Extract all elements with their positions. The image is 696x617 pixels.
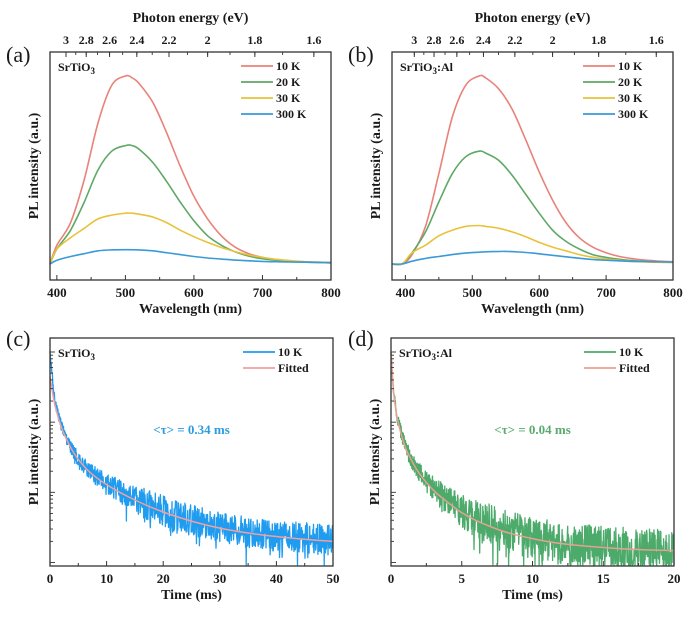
x-tick-label: 700 (253, 285, 273, 300)
top-tick-label: 3 (411, 33, 417, 47)
legend-label: 10 K (276, 59, 301, 73)
panel-letter: (b) (348, 42, 374, 67)
top-tick-label: 2.8 (79, 33, 94, 47)
sample-label: SrTiO3 (58, 60, 95, 76)
x-tick-label: 600 (184, 285, 204, 300)
series-fitted (390, 351, 675, 552)
x-tick-label: 40 (270, 571, 283, 586)
lifetime-annotation: <τ> = 0.04 ms (494, 422, 571, 437)
legend-label: 20 K (618, 75, 643, 89)
sample-label-main: SrTiO (400, 60, 432, 74)
top-tick-label: 1.6 (306, 33, 321, 47)
top-tick-label: 2.6 (449, 33, 464, 47)
top-tick-label: 1.8 (247, 33, 262, 47)
sample-label-main: SrTiO (58, 346, 90, 360)
top-tick-label: 2.8 (427, 33, 442, 47)
x-tick-label: 600 (529, 285, 549, 300)
top-tick-label: 1.8 (591, 33, 606, 47)
sample-label: SrTiO3:Al (399, 346, 453, 362)
plot-frame (49, 51, 332, 281)
series-line-300k (391, 250, 674, 266)
top-tick-label: 3 (63, 33, 69, 47)
y-axis-title: PL intensity (a.u.) (369, 112, 384, 219)
legend-label: 10 K (619, 345, 644, 359)
panel-a: (a) 400 500 600 700 800 Wavelength (nm) PL inte… (6, 11, 341, 317)
series-line-20k (391, 150, 674, 266)
series-fitted (49, 376, 334, 543)
sample-label-suffix: :Al (437, 60, 454, 74)
sample-label-subscript: 3 (432, 66, 437, 76)
top-tick-label: 2 (205, 33, 211, 47)
x-tick-label: 800 (663, 285, 683, 300)
x-tick-label: 700 (596, 285, 616, 300)
lifetime-annotation: <τ> = 0.34 ms (153, 422, 230, 437)
top-tick-label: 2.2 (162, 33, 177, 47)
sample-label-main: SrTiO (399, 346, 431, 360)
series-line-300k (49, 248, 332, 265)
top-tick-label: 2.4 (129, 33, 144, 47)
top-tick-label: 2.4 (476, 33, 491, 47)
x-axis-title: Wavelength (nm) (481, 302, 584, 317)
sample-label: SrTiO3 (58, 346, 95, 362)
x-tick-label: 500 (116, 285, 136, 300)
x-tick-label: 10 (526, 571, 539, 586)
legend-label: 10 K (278, 345, 303, 359)
sample-label-subscript: 3 (431, 352, 436, 362)
sample-label: SrTiO3:Al (400, 60, 454, 76)
x-tick-label: 20 (668, 571, 681, 586)
panel-c: (c) <τ> = 0.34 ms 0 10 20 30 40 50 Time (ms) PL i… (6, 326, 340, 603)
top-tick-label: 2.2 (507, 33, 522, 47)
sample-label-main: SrTiO (58, 60, 90, 74)
x-tick-label: 20 (157, 571, 170, 586)
sample-label-suffix: :Al (436, 346, 453, 360)
x-tick-label: 30 (213, 571, 226, 586)
sample-label-subscript: 3 (90, 352, 95, 362)
legend-label: 30 K (618, 91, 643, 105)
x-tick-label: 0 (47, 571, 54, 586)
x-tick-label: 400 (396, 285, 416, 300)
panel-letter: (a) (6, 42, 30, 67)
top-tick-label: 2.6 (102, 33, 117, 47)
legend-label: 20 K (276, 75, 301, 89)
series-line-30k (49, 212, 332, 265)
top-axis-title: Photon energy (eV) (475, 11, 591, 26)
top-axis-title: Photon energy (eV) (133, 11, 249, 26)
x-tick-label: 5 (459, 571, 466, 586)
y-axis-title: PL intensity (a.u.) (27, 112, 42, 219)
legend-label: 10 K (618, 59, 643, 73)
legend-label: 300 K (618, 107, 649, 121)
x-tick-label: 500 (463, 285, 483, 300)
legend-label: Fitted (278, 361, 309, 375)
series-line-10k (391, 74, 674, 266)
series-data-10k (390, 353, 675, 566)
panel-letter: (d) (348, 326, 374, 351)
panel-b: (b) 400 500 600 700 800 Wavelength (nm) PL inte… (348, 11, 683, 317)
panel-d: (d) <τ> = 0.04 ms 0 5 10 15 20 Time (ms) PL inte… (348, 326, 681, 603)
series-line-20k (49, 144, 332, 265)
x-tick-label: 0 (388, 571, 395, 586)
series-data-10k (49, 350, 334, 566)
legend-label: 300 K (276, 107, 307, 121)
top-tick-label: 2 (550, 33, 556, 47)
x-tick-label: 50 (327, 571, 340, 586)
top-tick-label: 1.6 (649, 33, 664, 47)
sample-label-subscript: 3 (90, 66, 95, 76)
x-tick-label: 10 (100, 571, 113, 586)
x-axis-title: Wavelength (nm) (139, 302, 242, 317)
x-tick-label: 400 (47, 285, 67, 300)
x-axis-title: Time (ms) (161, 588, 222, 603)
legend-label: 30 K (276, 91, 301, 105)
x-tick-label: 800 (321, 285, 341, 300)
panel-letter: (c) (6, 326, 30, 351)
legend-label: Fitted (619, 361, 650, 375)
y-axis-title: PL intensity (a.u.) (368, 398, 383, 505)
x-tick-label: 15 (597, 571, 611, 586)
x-axis-title: Time (ms) (502, 588, 563, 603)
y-axis-title: PL intensity (a.u.) (27, 398, 42, 505)
